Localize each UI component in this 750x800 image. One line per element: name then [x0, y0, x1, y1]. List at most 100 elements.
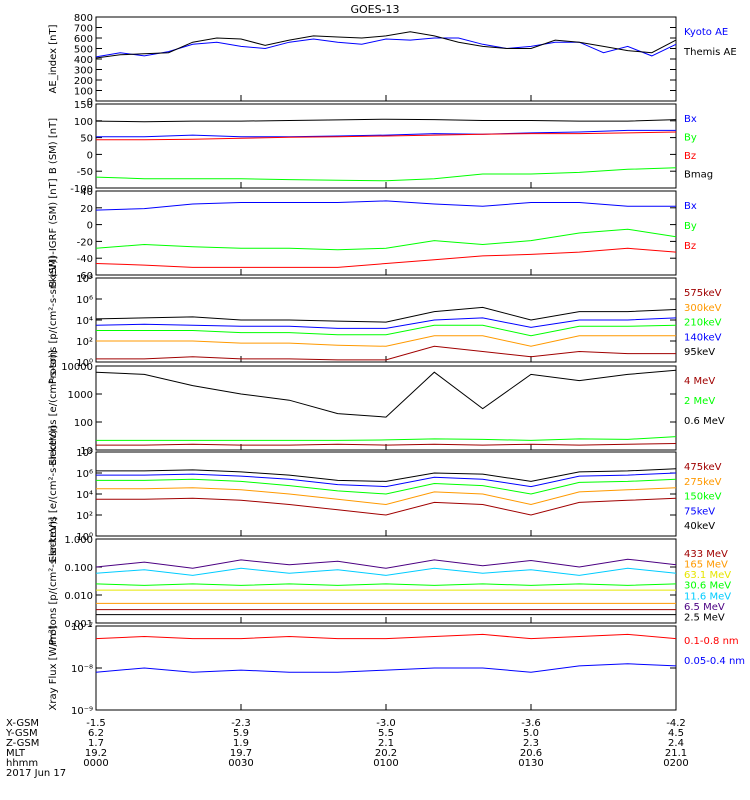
legend-entry: By	[684, 221, 697, 232]
series-line	[96, 472, 677, 488]
series-line	[95, 167, 677, 182]
ytick-label: 0	[87, 97, 93, 108]
ytick-label: -100	[70, 184, 93, 195]
legend-entry: 165 MeV	[684, 560, 728, 571]
legend-entry: 30.6 MeV	[684, 581, 731, 592]
ytick-label: 800	[74, 13, 93, 24]
series-line	[96, 443, 677, 446]
ytick-label: 10000	[61, 362, 93, 373]
legend-entry: Bx	[684, 201, 697, 212]
footer-value: -3.6	[521, 718, 541, 729]
series-line	[96, 131, 677, 141]
panel-frame	[95, 16, 677, 102]
footer-value: 0030	[228, 758, 253, 769]
panel-3: -60 -40 -20 0 20 40 B (SM)-IGRF (SM) [nT] Bx By B…	[48, 178, 697, 287]
ytick-label: 0.010	[64, 591, 93, 602]
ylabel: B (SM)-IGRF (SM) [nT]	[48, 178, 59, 287]
ytick-label: 100	[74, 418, 93, 429]
legend-entry: 6.5 MeV	[684, 602, 725, 613]
ylabel: Protons [p/(cm²-s-sr-keV)]	[48, 517, 59, 645]
series-line	[96, 129, 676, 138]
ytick-label: 10	[80, 446, 93, 457]
footer-value: 20.6	[520, 748, 542, 759]
ytick-label: 0.100	[64, 563, 93, 574]
ytick-label: 400	[74, 55, 93, 66]
series-line	[96, 478, 677, 495]
footer-value: 5.9	[233, 728, 249, 739]
ytick-label: 10⁻⁹	[71, 706, 93, 717]
legend-entry: 0.05-0.4 nm	[684, 656, 745, 667]
series-line	[96, 436, 677, 441]
footer-value: 19.2	[85, 748, 107, 759]
ytick-label: 10⁰	[76, 532, 93, 543]
footer-value: 4.5	[668, 728, 684, 739]
footer-value: 0000	[83, 758, 108, 769]
footer-value: 0100	[373, 758, 398, 769]
footer-value: 0200	[663, 758, 688, 769]
ytick-label: 200	[74, 76, 93, 87]
legend-entry: 11.6 MeV	[684, 591, 731, 602]
footer-value: 2.1	[378, 738, 394, 749]
ytick-label: 100	[74, 117, 93, 128]
panel-2: -100 -50 0 50 100 150 B (SM) [nT] Bx By Bz Bmag	[48, 100, 713, 195]
series-line	[96, 335, 676, 347]
legend-entry: Bz	[684, 151, 696, 162]
series-line	[96, 468, 677, 482]
ylabel: B (SM) [nT]	[48, 118, 59, 174]
footer-value: 21.1	[665, 748, 687, 759]
series-line	[96, 345, 676, 361]
ytick-label: 500	[74, 45, 93, 56]
ytick-label: 1.000	[64, 535, 93, 546]
footer-value: 1.7	[88, 738, 104, 749]
legend-entry: 0.6 MeV	[684, 416, 725, 427]
footer-value: -1.5	[86, 718, 106, 729]
ytick-label: -20	[77, 237, 93, 248]
legend-entry: Kyoto AE	[684, 27, 728, 38]
legend-entry: 300keV	[684, 303, 722, 314]
ytick-label: 10²	[76, 337, 93, 348]
footer-row-label: Y-GSM	[5, 728, 38, 739]
series-line	[95, 228, 677, 251]
footer-value: 2.4	[668, 738, 684, 749]
series-line	[96, 324, 677, 337]
ytick-label: 0.001	[64, 619, 93, 630]
panel-frame	[95, 103, 677, 189]
ytick-label: 700	[74, 24, 93, 35]
series-line	[96, 497, 677, 516]
series-line	[95, 306, 677, 323]
footer-value: 6.2	[88, 728, 104, 739]
legend-entry: 40keV	[684, 521, 715, 532]
ytick-label: 50	[80, 134, 93, 145]
panel-4: 10⁰ 10² 10⁴ 10⁶ 10⁸ Protons [p/(cm²-s-sr-keV)…	[48, 256, 722, 384]
footer-row-label: Z-GSM	[6, 738, 39, 749]
ytick-label: -50	[77, 167, 93, 178]
series-line	[95, 633, 677, 640]
series-line	[95, 558, 677, 569]
series-line	[95, 567, 677, 576]
ytick-label: 10⁻⁷	[71, 622, 93, 633]
legend-entry: 150keV	[684, 492, 722, 503]
ylabel: Xray Flux [W/m²]	[48, 625, 59, 710]
panel-8: 10⁻⁹ 10⁻⁸ 10⁻⁷ Xray Flux [W/m²] 0.1-0.8 nm 0.…	[48, 622, 745, 717]
legend-entry: 0.1-0.8 nm	[684, 636, 739, 647]
legend-entry: Bmag	[684, 170, 713, 181]
series-line	[95, 369, 677, 418]
series-line	[95, 37, 677, 58]
ytick-label: 300	[74, 66, 93, 77]
legend-entry: Themis AE	[683, 47, 737, 58]
legend-entry: 475keV	[684, 462, 722, 473]
ylabel: Electrons [e/(cm²-s-sr-keV)]	[48, 425, 59, 562]
panel-6: 10⁰ 10² 10⁴ 10⁶ 10⁸ Electrons [e/(cm²-s-sr-ke…	[48, 425, 722, 562]
ytick-label: 10⁸	[76, 274, 93, 285]
ytick-label: 40	[80, 187, 93, 198]
ytick-label: 10⁶	[76, 295, 93, 306]
panel-frame	[95, 538, 677, 624]
ytick-label: 10⁴	[76, 316, 93, 327]
footer-row-label: MLT	[6, 748, 26, 759]
footer-value: -2.3	[231, 718, 251, 729]
series-line	[95, 118, 677, 123]
legend-entry: 433 MeV	[684, 549, 728, 560]
series-line	[95, 663, 677, 673]
